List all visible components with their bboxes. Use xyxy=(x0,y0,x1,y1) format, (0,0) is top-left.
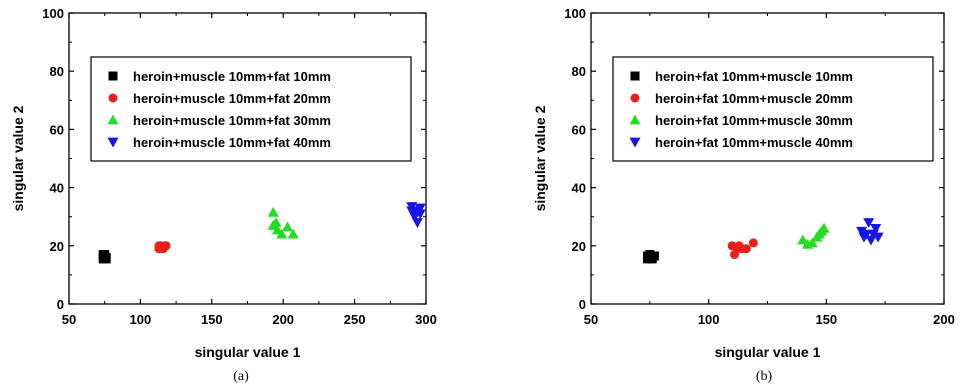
x-tick-label: 250 xyxy=(344,312,366,327)
legend-label: heroin+muscle 10mm+fat 10mm xyxy=(133,69,331,84)
x-tick-label: 300 xyxy=(415,312,437,327)
legend-marker xyxy=(107,114,119,125)
data-point xyxy=(411,218,423,229)
data-point xyxy=(818,222,830,233)
data-point xyxy=(806,237,818,248)
series-4 xyxy=(406,202,426,229)
legend-label: heroin+fat 10mm+muscle 10mm xyxy=(655,69,853,84)
y-tick-label: 40 xyxy=(50,181,64,196)
x-tick-label: 200 xyxy=(272,312,294,327)
data-point xyxy=(860,229,872,240)
legend-marker xyxy=(630,93,640,103)
x-axis-title: singular value 1 xyxy=(195,344,301,360)
data-point xyxy=(870,223,882,234)
y-tick-label: 80 xyxy=(50,64,64,79)
data-point xyxy=(287,228,299,239)
y-axis-title: singular value 2 xyxy=(532,105,548,211)
y-tick-label: 60 xyxy=(50,122,64,137)
x-tick-label: 50 xyxy=(62,312,76,327)
data-point xyxy=(98,250,108,260)
y-tick-label: 60 xyxy=(572,122,586,137)
y-tick-label: 40 xyxy=(572,181,586,196)
legend-marker xyxy=(629,137,641,148)
x-tick-label: 150 xyxy=(201,312,223,327)
data-point xyxy=(281,221,293,232)
series-1 xyxy=(642,250,660,264)
data-point xyxy=(650,251,660,261)
series-4 xyxy=(856,218,884,246)
legend-marker xyxy=(108,93,118,103)
legend-box xyxy=(90,56,412,162)
y-tick-label: 0 xyxy=(57,297,64,312)
data-point xyxy=(267,206,279,217)
legend-marker xyxy=(629,114,641,125)
chart-panel-1: 50 100 150 200 250 300 0 20 40 60 80 100 singular va… xyxy=(10,6,437,384)
series-2 xyxy=(154,241,171,254)
data-point xyxy=(276,228,288,239)
y-tick-label: 100 xyxy=(42,6,64,21)
y-tick-label: 20 xyxy=(572,239,586,254)
y-tick-label: 100 xyxy=(564,6,586,21)
legend-label: heroin+muscle 10mm+fat 20mm xyxy=(133,91,331,106)
y-tick-label: 20 xyxy=(50,239,64,254)
data-point xyxy=(863,218,875,229)
x-tick-label: 100 xyxy=(130,312,152,327)
y-axis-title: singular value 2 xyxy=(10,105,26,211)
data-point xyxy=(856,226,868,237)
y-tick-label: 0 xyxy=(579,297,586,312)
data-point xyxy=(414,203,426,214)
legend-label: heroin+fat 10mm+muscle 30mm xyxy=(655,113,853,128)
x-tick-label: 200 xyxy=(933,312,955,327)
chart-panel-2: 50 100 150 200 0 20 40 60 80 100 singular value 1 s… xyxy=(532,6,955,384)
legend-marker xyxy=(108,71,118,81)
data-point xyxy=(270,217,282,227)
legend-marker xyxy=(107,137,119,148)
series-3 xyxy=(797,222,830,249)
legend-marker xyxy=(630,71,640,81)
data-point xyxy=(406,206,418,217)
data-point xyxy=(414,209,426,220)
x-axis-title: singular value 1 xyxy=(715,344,821,360)
legend-box xyxy=(612,56,934,162)
legend-label: heroin+muscle 10mm+fat 40mm xyxy=(133,135,331,150)
data-point xyxy=(154,241,164,251)
legend-label: heroin+fat 10mm+muscle 40mm xyxy=(655,135,853,150)
data-point xyxy=(797,234,809,245)
data-point xyxy=(161,241,171,251)
series-2 xyxy=(727,238,758,260)
series-1 xyxy=(98,250,111,264)
legend-label: heroin+fat 10mm+muscle 20mm xyxy=(655,91,853,106)
x-tick-label: 100 xyxy=(698,312,720,327)
x-tick-label: 150 xyxy=(815,312,837,327)
series-3 xyxy=(267,206,299,239)
x-tick-label: 50 xyxy=(584,312,598,327)
legend-label: heroin+muscle 10mm+fat 30mm xyxy=(133,113,331,128)
data-point xyxy=(748,238,758,248)
legend: heroin+muscle 10mm+fat 10mm heroin+muscle… xyxy=(90,56,412,162)
panel-caption: (b) xyxy=(756,369,773,384)
data-point xyxy=(872,232,884,243)
data-point xyxy=(741,244,751,254)
panel-caption: (a) xyxy=(233,369,249,384)
y-tick-label: 80 xyxy=(572,64,586,79)
data-point xyxy=(645,252,655,262)
legend: heroin+fat 10mm+muscle 10mm heroin+fat 10… xyxy=(612,56,934,162)
